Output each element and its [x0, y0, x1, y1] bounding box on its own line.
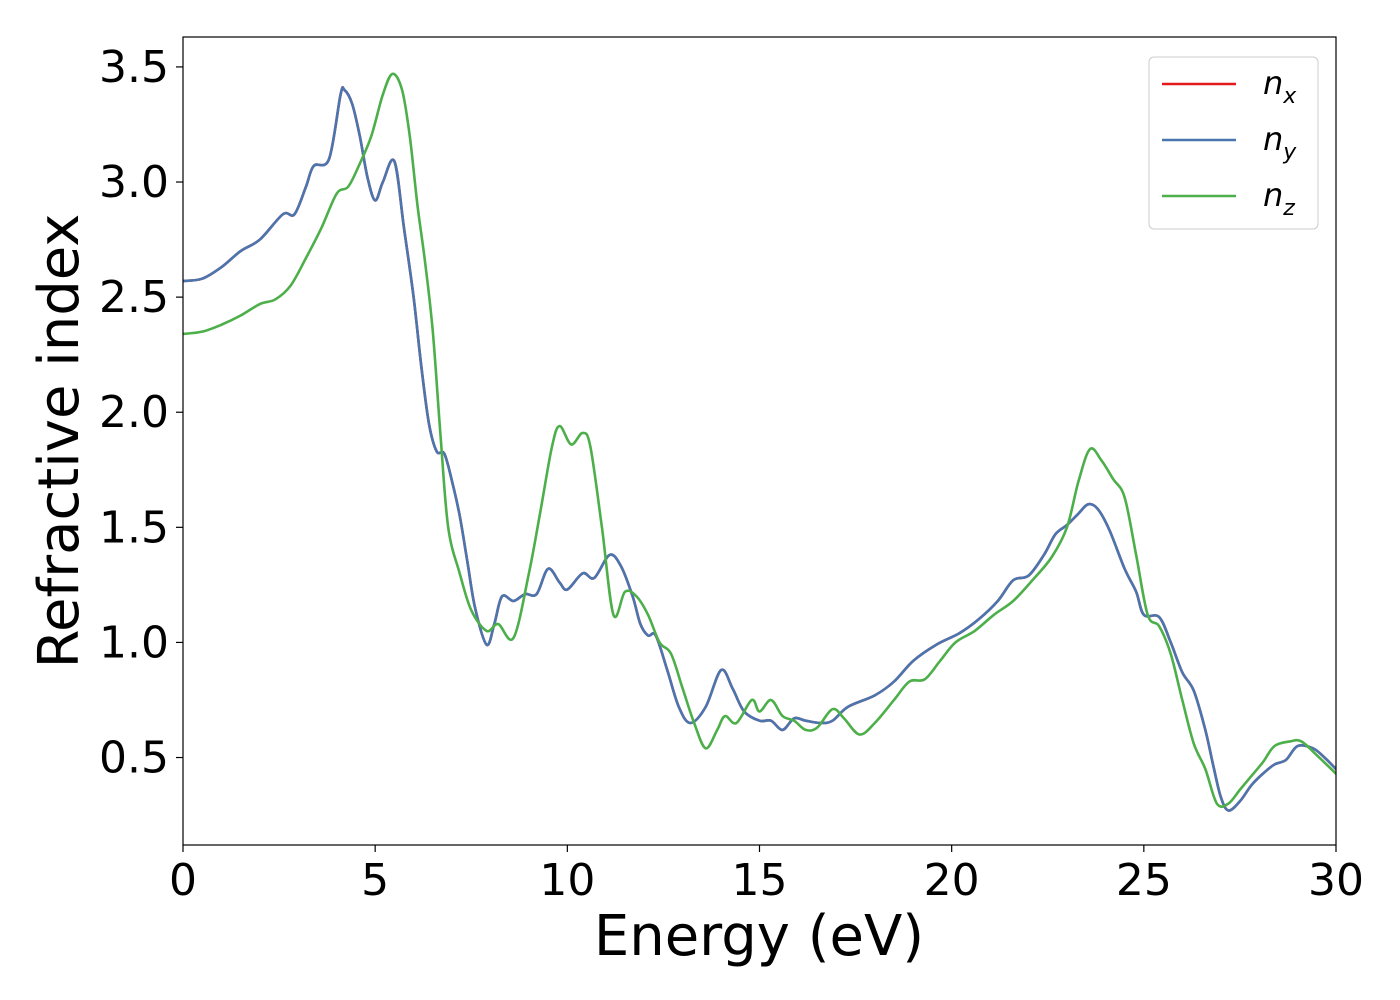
y-tick-label: 1.5: [99, 502, 169, 553]
x-tick-label: 10: [539, 855, 595, 906]
x-axis-title: Energy (eV): [594, 904, 924, 969]
y-axis-ticks: 0.5 1.0 1.5 2.0 2.5 3.0 3.5: [99, 42, 183, 784]
x-tick-label: 20: [924, 855, 980, 906]
x-tick-label: 15: [732, 855, 788, 906]
x-tick-label: 25: [1116, 855, 1172, 906]
legend-box: [1148, 56, 1319, 230]
x-tick-label: 30: [1308, 855, 1364, 906]
x-axis-ticks: 0 5 10 15 20 25 30: [169, 845, 1364, 906]
y-tick-label: 3.5: [99, 42, 169, 93]
series-line-n-z: [183, 72, 1336, 808]
y-tick-label: 1.0: [99, 617, 169, 668]
series-layer: [183, 72, 1336, 812]
y-tick-label: 3.0: [99, 157, 169, 208]
y-axis-title: Refractive index: [27, 214, 92, 669]
y-tick-label: 2.5: [99, 272, 169, 323]
y-tick-label: 2.0: [99, 387, 169, 438]
x-tick-label: 0: [169, 855, 197, 906]
x-tick-label: 5: [361, 855, 389, 906]
y-tick-label: 0.5: [99, 733, 169, 784]
